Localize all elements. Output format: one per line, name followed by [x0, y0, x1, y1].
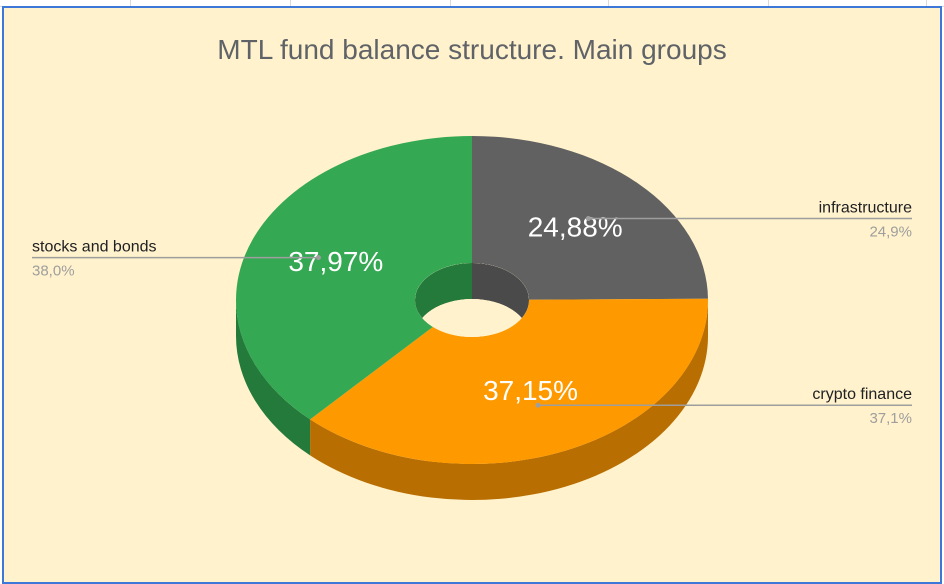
- chart-title: MTL fund balance structure. Main groups: [217, 34, 727, 65]
- column-divider: [290, 0, 291, 6]
- callout-label: stocks and bonds: [32, 239, 157, 256]
- column-divider: [768, 0, 769, 6]
- slice-stocks-and-bonds[interactable]: [236, 136, 472, 420]
- slice-percent-label: 24,88%: [528, 212, 623, 243]
- slice-percent-label: 37,15%: [483, 375, 578, 406]
- column-divider: [608, 0, 609, 6]
- callout-value: 38,0%: [32, 263, 75, 280]
- column-divider: [130, 0, 131, 6]
- callout-value: 37,1%: [869, 410, 912, 427]
- donut-inner-wall: [415, 263, 529, 337]
- donut-side-group: [236, 300, 708, 500]
- slice-side-stocks-and-bonds: [236, 300, 311, 456]
- callout-label: crypto finance: [812, 386, 912, 403]
- column-divider: [450, 0, 451, 6]
- donut-hole-floor: [415, 299, 529, 337]
- slice-percent-label: 37,97%: [288, 246, 383, 277]
- column-divider: [926, 0, 927, 6]
- callout-value: 24,9%: [869, 224, 912, 241]
- inner-wall-infrastructure: [472, 263, 529, 336]
- donut-top-group: [236, 136, 708, 464]
- slice-side-crypto-finance: [310, 300, 708, 500]
- slice-crypto-finance[interactable]: [310, 298, 708, 464]
- callout-label: infrastructure: [819, 200, 912, 217]
- inner-wall-stocks-and-bonds: [415, 263, 472, 336]
